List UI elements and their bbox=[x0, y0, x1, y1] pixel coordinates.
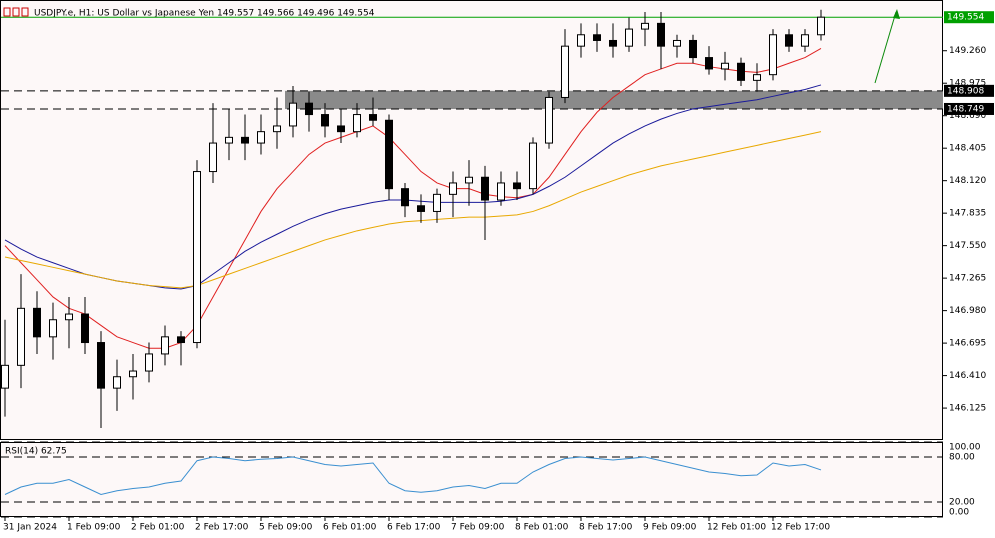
candle-body bbox=[513, 182, 521, 190]
candle-body bbox=[177, 336, 185, 344]
y-tick-label: 146.125 bbox=[949, 404, 986, 414]
candle-body bbox=[737, 62, 745, 81]
candle-body bbox=[497, 182, 505, 201]
candle-body bbox=[769, 34, 777, 76]
candle-body bbox=[753, 74, 761, 81]
x-tick-label: 2 Feb 17:00 bbox=[195, 523, 249, 533]
candle-body bbox=[705, 57, 713, 70]
x-tick-label: 31 Jan 2024 bbox=[3, 523, 57, 533]
rsi-tick-label: 20.00 bbox=[949, 498, 975, 508]
candle-body bbox=[385, 119, 393, 190]
candle-body bbox=[545, 96, 553, 144]
candle-body bbox=[449, 182, 457, 195]
candle-body bbox=[609, 39, 617, 47]
candle-body bbox=[625, 28, 633, 47]
annotation-arrow bbox=[874, 11, 897, 84]
moving-average bbox=[4, 131, 822, 289]
candle-body bbox=[33, 307, 41, 338]
level-label-box bbox=[944, 84, 994, 97]
candle-body bbox=[97, 342, 105, 389]
candle-body bbox=[209, 142, 217, 173]
annotation-arrow-head bbox=[893, 9, 900, 19]
candle-body bbox=[273, 125, 281, 133]
candle-body bbox=[1, 364, 9, 389]
candle-body bbox=[321, 114, 329, 127]
last-price-box bbox=[944, 11, 994, 24]
y-tick-label: 146.410 bbox=[949, 371, 986, 381]
x-tick-label: 6 Feb 17:00 bbox=[387, 523, 441, 533]
candle-body bbox=[289, 102, 297, 127]
candle-body bbox=[225, 136, 233, 144]
chart-header: USDJPY.e, H1: US Dollar vs Japanese Yen … bbox=[34, 9, 375, 19]
y-tick-label: 147.835 bbox=[949, 209, 986, 219]
candle-body bbox=[657, 22, 665, 47]
level-label: 148.749 bbox=[947, 104, 984, 114]
candle-body bbox=[145, 353, 153, 372]
candle-body bbox=[577, 34, 585, 47]
x-tick-label: 2 Feb 01:00 bbox=[131, 523, 185, 533]
candle-body bbox=[433, 193, 441, 212]
level-label: 148.908 bbox=[947, 86, 984, 96]
x-tick-label: 5 Feb 09:00 bbox=[259, 523, 313, 533]
x-tick-label: 12 Feb 17:00 bbox=[771, 523, 830, 533]
candle-body bbox=[593, 34, 601, 41]
moving-average bbox=[4, 48, 822, 349]
x-tick-label: 6 Feb 01:00 bbox=[323, 523, 377, 533]
candle-body bbox=[465, 176, 473, 184]
y-tick-label: 148.405 bbox=[949, 144, 986, 154]
candle-body bbox=[49, 319, 57, 338]
y-tick-label: 146.695 bbox=[949, 339, 986, 349]
y-tick-label: 149.260 bbox=[949, 46, 986, 56]
candle-body bbox=[401, 188, 409, 207]
candle-body bbox=[257, 131, 265, 144]
y-tick-label: 148.690 bbox=[949, 111, 986, 121]
x-tick-label: 8 Feb 17:00 bbox=[579, 523, 633, 533]
rsi-tick-label: 80.00 bbox=[949, 453, 975, 463]
y-tick-label: 148.120 bbox=[949, 176, 986, 186]
candle-body bbox=[369, 114, 377, 121]
candle-body bbox=[529, 142, 537, 190]
x-tick-label: 7 Feb 09:00 bbox=[451, 523, 505, 533]
candle-body bbox=[305, 102, 313, 116]
candle-body bbox=[673, 39, 681, 47]
candle-body bbox=[81, 313, 89, 344]
rsi-title: RSI(14) 62.75 bbox=[5, 447, 67, 457]
zone bbox=[285, 90, 943, 109]
x-tick-label: 1 Feb 09:00 bbox=[67, 523, 121, 533]
y-tick-label: 148.975 bbox=[949, 79, 986, 89]
rsi-pane bbox=[0, 442, 943, 517]
candle-body bbox=[353, 114, 361, 133]
rsi-tick-label: 0.00 bbox=[949, 508, 969, 518]
candle-body bbox=[785, 34, 793, 47]
rsi-line bbox=[4, 456, 822, 496]
candle-body bbox=[241, 136, 249, 144]
candle-body bbox=[337, 125, 345, 133]
last-price-label: 149.554 bbox=[947, 13, 984, 23]
candle-body bbox=[561, 45, 569, 98]
candle-body bbox=[65, 313, 73, 321]
candle-body bbox=[481, 176, 489, 201]
symbol-icons bbox=[3, 7, 29, 17]
level-label-box bbox=[944, 102, 994, 115]
candle-body bbox=[689, 39, 697, 59]
candle-body bbox=[641, 22, 649, 30]
y-tick-label: 147.265 bbox=[949, 274, 986, 284]
candle-body bbox=[801, 34, 809, 47]
rsi-tick-label: 100.00 bbox=[949, 443, 981, 453]
y-tick-label: 147.550 bbox=[949, 241, 986, 251]
candle-body bbox=[721, 62, 729, 70]
x-tick-label: 12 Feb 01:00 bbox=[707, 523, 766, 533]
candle-body bbox=[161, 336, 169, 355]
candle-body bbox=[113, 376, 121, 389]
candle-body bbox=[129, 370, 137, 378]
candle-body bbox=[817, 16, 825, 36]
main-pane bbox=[0, 0, 943, 440]
x-tick-label: 9 Feb 09:00 bbox=[643, 523, 697, 533]
y-tick-label: 146.980 bbox=[949, 306, 986, 316]
candle-body bbox=[193, 171, 201, 344]
x-tick-label: 8 Feb 01:00 bbox=[515, 523, 569, 533]
candle-body bbox=[17, 307, 25, 366]
candle-body bbox=[417, 205, 425, 212]
